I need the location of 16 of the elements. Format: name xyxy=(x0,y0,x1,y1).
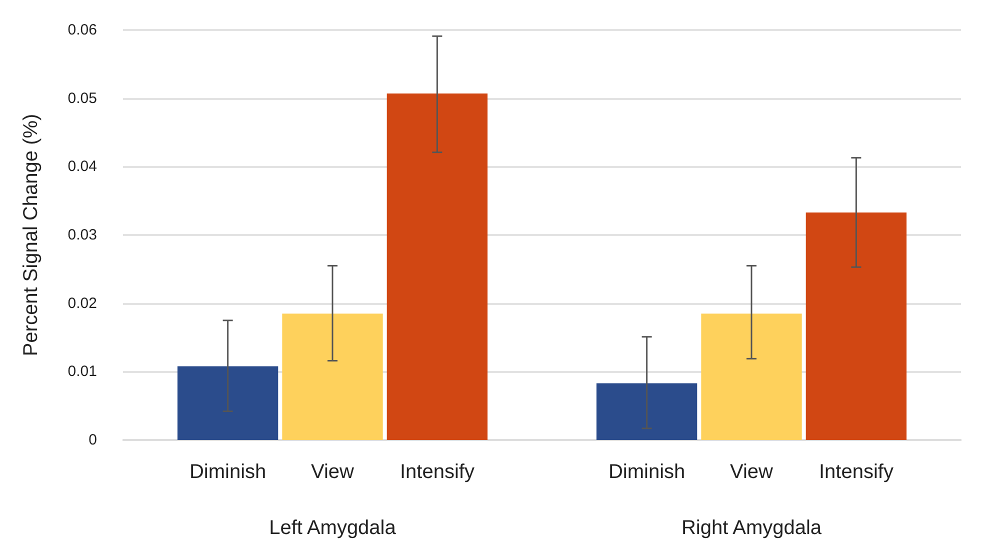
y-tick-label: 0.03 xyxy=(68,226,97,244)
text: View xyxy=(730,461,773,483)
y-tick-label: 0.02 xyxy=(68,294,97,312)
x-tick-label: Left Amygdala xyxy=(269,517,397,539)
y-axis-title: Percent Signal Change (%) xyxy=(20,114,42,356)
y-tick-label: 0.04 xyxy=(68,158,97,176)
series-label: View xyxy=(311,461,355,483)
text: Intensify xyxy=(818,461,894,483)
y-tick-label: 0.06 xyxy=(68,22,97,38)
y-tick-label: 0.01 xyxy=(68,363,97,380)
y-tick-label: 0 xyxy=(88,432,97,448)
x-tick-label: Right Amygdala xyxy=(681,517,822,539)
series-label: Diminish xyxy=(189,461,266,483)
series-label: Intensify xyxy=(400,461,474,483)
text: Diminish xyxy=(608,461,686,483)
y-tick-label: 0.05 xyxy=(68,90,97,107)
